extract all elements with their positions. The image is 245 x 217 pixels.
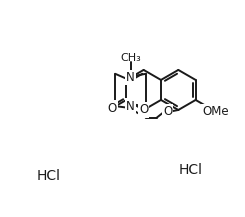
Text: HCl: HCl bbox=[179, 163, 203, 177]
Text: O: O bbox=[139, 104, 148, 117]
Text: HCl: HCl bbox=[36, 169, 60, 183]
Text: N: N bbox=[126, 71, 135, 84]
Text: CH₃: CH₃ bbox=[120, 53, 141, 63]
Text: O: O bbox=[163, 105, 172, 118]
Text: O: O bbox=[108, 102, 117, 115]
Text: OMe: OMe bbox=[202, 105, 229, 118]
Text: N: N bbox=[126, 100, 135, 113]
